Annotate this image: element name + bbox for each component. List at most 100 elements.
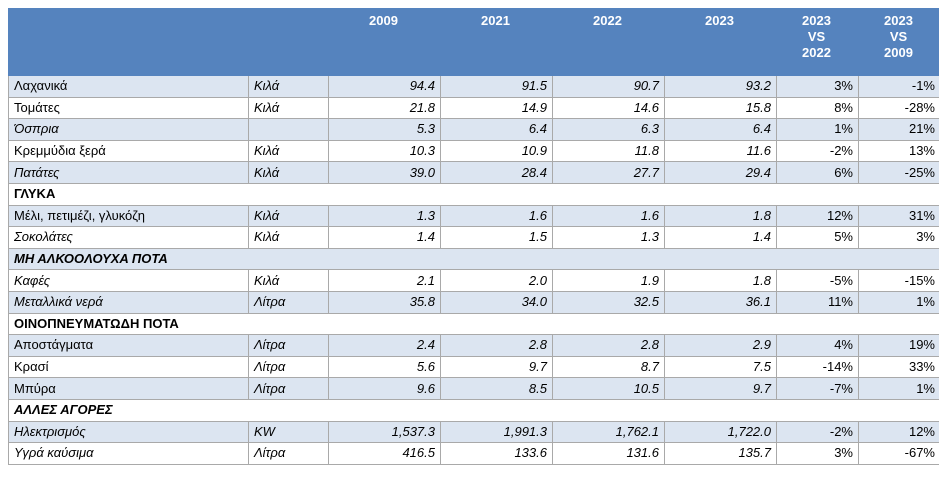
header-year-2009: 2009	[328, 8, 441, 76]
value-2022: 1.6	[552, 204, 665, 228]
item-name: Μέλι, πετιμέζι, γλυκόζη	[8, 204, 249, 228]
value-2009: 416.5	[328, 442, 441, 465]
unit-cell: Κιλά	[248, 139, 329, 163]
table-row: Μπύρα Λίτρα 9.6 8.5 10.5 9.7 -7% 1%	[8, 377, 939, 400]
header-2023-vs-2022: 2023 VS 2022	[776, 8, 859, 76]
value-2023: 1,722.0	[664, 420, 777, 444]
value-2021: 28.4	[440, 161, 553, 184]
pct-2023-vs-2009: 19%	[858, 334, 939, 357]
pct-2023-vs-2009: 1%	[858, 377, 939, 400]
value-2009: 5.3	[328, 118, 441, 141]
unit-cell: Κιλά	[248, 161, 329, 184]
header-blank-unit	[248, 8, 329, 76]
item-name: Κρεμμύδια ξερά	[8, 139, 249, 163]
value-2009: 35.8	[328, 290, 441, 314]
value-2009: 2.4	[328, 334, 441, 357]
item-name: Μεταλλικά νερά	[8, 290, 249, 314]
value-2022: 27.7	[552, 161, 665, 184]
unit-cell: Λίτρα	[248, 442, 329, 465]
value-2009: 1.3	[328, 204, 441, 228]
category-row: ΑΛΛΕΣ ΑΓΟΡΕΣ	[8, 398, 939, 422]
pct-2023-vs-2022: -14%	[776, 355, 859, 379]
unit-cell: Κιλά	[248, 204, 329, 228]
value-2021: 1.5	[440, 226, 553, 249]
value-2021: 2.8	[440, 334, 553, 357]
pct-2023-vs-2009: -28%	[858, 96, 939, 120]
category-label: ΜΗ ΑΛΚΟΟΛΟΥΧΑ ΠΟΤΑ	[8, 247, 939, 271]
value-2021: 14.9	[440, 96, 553, 120]
pct-2023-vs-2022: 3%	[776, 75, 859, 98]
header-year-2021: 2021	[440, 8, 553, 76]
pct-2023-vs-2009: 12%	[858, 420, 939, 444]
table-row: Λαχανικά Κιλά 94.4 91.5 90.7 93.2 3% -1%	[8, 75, 939, 98]
unit-cell: Κιλά	[248, 96, 329, 120]
value-2009: 39.0	[328, 161, 441, 184]
item-name: Πατάτες	[8, 161, 249, 184]
value-2023: 1.4	[664, 226, 777, 249]
pct-2023-vs-2009: 21%	[858, 118, 939, 141]
value-2023: 1.8	[664, 269, 777, 292]
item-name: Ηλεκτρισμός	[8, 420, 249, 444]
table-row: Όσπρια 5.3 6.4 6.3 6.4 1% 21%	[8, 118, 939, 141]
value-2023: 93.2	[664, 75, 777, 98]
table-row: Μεταλλικά νερά Λίτρα 35.8 34.0 32.5 36.1 11% 1%	[8, 290, 939, 314]
category-row: ΓΛΥΚΑ	[8, 182, 939, 206]
value-2022: 8.7	[552, 355, 665, 379]
table-row: Υγρά καύσιμα Λίτρα 416.5 133.6 131.6 135.7 3% -…	[8, 442, 939, 465]
pct-2023-vs-2022: -2%	[776, 139, 859, 163]
table-row: Καφές Κιλά 2.1 2.0 1.9 1.8 -5% -15%	[8, 269, 939, 292]
pct-2023-vs-2022: -2%	[776, 420, 859, 444]
value-2022: 11.8	[552, 139, 665, 163]
pct-2023-vs-2022: 5%	[776, 226, 859, 249]
item-name: Καφές	[8, 269, 249, 292]
pct-2023-vs-2022: 4%	[776, 334, 859, 357]
unit-cell	[248, 118, 329, 141]
value-2022: 1,762.1	[552, 420, 665, 444]
value-2022: 14.6	[552, 96, 665, 120]
unit-cell: Κιλά	[248, 269, 329, 292]
pct-2023-vs-2009: -67%	[858, 442, 939, 465]
pct-2023-vs-2009: -25%	[858, 161, 939, 184]
table-row: Τομάτες Κιλά 21.8 14.9 14.6 15.8 8% -28%	[8, 96, 939, 120]
value-2009: 1.4	[328, 226, 441, 249]
consumption-table: 2009 2021 2022 2023 2023 VS 2022 2023 VS…	[8, 8, 939, 465]
item-name: Όσπρια	[8, 118, 249, 141]
item-name: Σοκολάτες	[8, 226, 249, 249]
pct-2023-vs-2009: 33%	[858, 355, 939, 379]
pct-2023-vs-2009: 3%	[858, 226, 939, 249]
value-2022: 10.5	[552, 377, 665, 400]
value-2023: 36.1	[664, 290, 777, 314]
value-2022: 32.5	[552, 290, 665, 314]
unit-cell: Κιλά	[248, 75, 329, 98]
value-2022: 1.9	[552, 269, 665, 292]
value-2009: 10.3	[328, 139, 441, 163]
table-row: Σοκολάτες Κιλά 1.4 1.5 1.3 1.4 5% 3%	[8, 226, 939, 249]
value-2009: 5.6	[328, 355, 441, 379]
value-2023: 29.4	[664, 161, 777, 184]
table-row: Αποστάγματα Λίτρα 2.4 2.8 2.8 2.9 4% 19%	[8, 334, 939, 357]
value-2023: 11.6	[664, 139, 777, 163]
pct-2023-vs-2009: 31%	[858, 204, 939, 228]
table-row: Κρασί Λίτρα 5.6 9.7 8.7 7.5 -14% 33%	[8, 355, 939, 379]
value-2021: 1,991.3	[440, 420, 553, 444]
category-label: ΟΙΝΟΠΝΕΥΜΑΤΩΔΗ ΠΟΤΑ	[8, 312, 939, 336]
value-2021: 9.7	[440, 355, 553, 379]
pct-2023-vs-2009: 13%	[858, 139, 939, 163]
pct-2023-vs-2022: -5%	[776, 269, 859, 292]
pct-2023-vs-2022: 1%	[776, 118, 859, 141]
value-2022: 6.3	[552, 118, 665, 141]
pct-2023-vs-2022: 6%	[776, 161, 859, 184]
table-row: Πατάτες Κιλά 39.0 28.4 27.7 29.4 6% -25%	[8, 161, 939, 184]
item-name: Τομάτες	[8, 96, 249, 120]
item-name: Κρασί	[8, 355, 249, 379]
unit-cell: Λίτρα	[248, 290, 329, 314]
header-year-2023: 2023	[664, 8, 777, 76]
value-2021: 34.0	[440, 290, 553, 314]
category-row: ΟΙΝΟΠΝΕΥΜΑΤΩΔΗ ΠΟΤΑ	[8, 312, 939, 336]
header-blank-name	[8, 8, 249, 76]
pct-2023-vs-2009: -1%	[858, 75, 939, 98]
value-2021: 8.5	[440, 377, 553, 400]
unit-cell: KW	[248, 420, 329, 444]
pct-2023-vs-2022: 8%	[776, 96, 859, 120]
item-name: Υγρά καύσιμα	[8, 442, 249, 465]
